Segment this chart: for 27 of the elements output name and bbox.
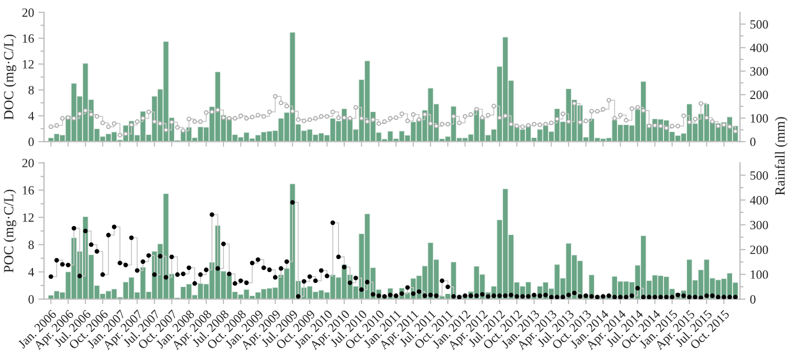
y-tick-label: 8 — [28, 240, 34, 250]
y2-tick-label: 400 — [750, 196, 768, 204]
y2-tick-label: 200 — [750, 90, 768, 100]
y2-tick-label: 100 — [750, 114, 768, 123]
y2-tick-label: 300 — [750, 220, 768, 230]
y-axis-title: DOC (mg·C/L) — [4, 34, 16, 120]
y2-tick-label: 0 — [750, 295, 756, 304]
y2-tick-label: 0 — [750, 138, 756, 146]
y2-tick-label: 500 — [750, 171, 768, 180]
y-tick-label: 0 — [28, 295, 34, 304]
y2-axis-title: Rainfall (mm) — [774, 117, 788, 196]
y2-tick-label: 100 — [750, 270, 768, 279]
y-axis-title: POC (mg·C/L) — [4, 190, 16, 272]
y-tick-label: 12 — [22, 60, 34, 68]
y-tick-label: 20 — [22, 8, 34, 17]
y2-tick-label: 400 — [750, 44, 768, 52]
y2-tick-label: 500 — [750, 20, 768, 29]
y2-tick-label: 200 — [750, 246, 768, 254]
y2-tick-label: 300 — [750, 67, 768, 76]
y-tick-label: 4 — [28, 268, 34, 276]
y-tick-label: 4 — [28, 112, 34, 120]
y-tick-label: 16 — [22, 186, 34, 195]
y-tick-label: 8 — [28, 86, 34, 94]
y-tick-label: 20 — [22, 158, 34, 168]
y-tick-label: 0 — [28, 138, 34, 146]
y-tick-label: 12 — [22, 213, 34, 222]
y-tick-label: 16 — [22, 34, 34, 43]
